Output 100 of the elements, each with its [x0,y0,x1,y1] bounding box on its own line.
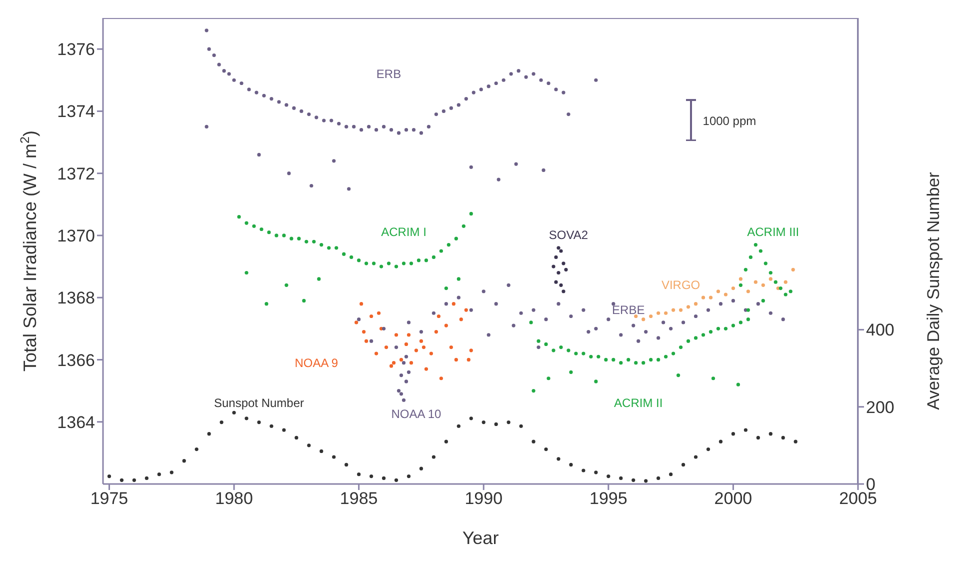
y-tick-label: 1374 [57,102,95,122]
point [586,330,590,334]
point [544,342,548,346]
point [669,472,673,476]
point [282,234,286,238]
point [731,324,736,328]
point [264,302,268,306]
point [244,416,248,420]
point [676,373,680,378]
text: NOAA 9 [294,356,338,370]
point [672,308,676,312]
point [519,424,523,428]
y-tick-label: 1368 [57,288,95,308]
point [649,314,653,318]
point [312,240,316,244]
point [758,249,762,253]
point [370,474,374,478]
point [649,358,653,362]
point [512,324,516,328]
point [257,420,261,424]
point [559,249,563,253]
point [791,268,795,272]
point [672,352,676,356]
point [532,308,536,312]
point [304,240,308,244]
point [402,398,406,402]
x-tick-label: 2000 [714,489,752,508]
point [768,277,772,281]
point [409,361,414,365]
point [694,302,698,306]
point [414,348,418,352]
y-tick-label: 1366 [57,350,95,370]
point [519,311,523,315]
point [678,308,683,312]
point [552,348,556,352]
point [317,277,321,281]
point [612,358,616,362]
y-tick-label: 1372 [57,164,95,184]
point [344,462,348,467]
point [718,302,723,306]
point [619,333,623,337]
point [370,314,374,318]
point [724,326,728,330]
point [559,346,563,350]
point [244,270,248,275]
point [506,283,510,287]
point [404,380,408,384]
point [456,296,460,300]
point [394,346,398,350]
point [360,302,364,306]
point [731,432,736,436]
point [656,476,660,480]
point [244,221,248,225]
point [454,358,458,362]
point [327,246,331,250]
point [694,314,698,318]
point [701,333,706,337]
point [738,277,742,281]
point [357,258,361,262]
series-label: NOAA 10 [391,407,442,422]
point [612,302,616,306]
point [422,346,426,350]
point [706,308,710,312]
point [469,308,473,312]
point [320,449,324,454]
point [157,472,161,476]
x-axis-title: Year [462,528,499,548]
point [731,298,736,303]
point [334,246,338,250]
point [556,246,560,250]
point [406,474,411,478]
point [394,333,398,337]
x-tick-label: 1975 [90,489,128,508]
point [424,367,428,371]
point [662,320,666,324]
point [694,336,698,340]
point [761,283,765,287]
point [452,302,456,306]
point [382,326,386,330]
point [372,262,376,266]
point [632,324,636,328]
annotation: 1000 ppm [702,114,756,128]
point [436,314,440,318]
x-tick-label: 2005 [839,489,877,508]
point [604,358,608,362]
y-tick-label: 1364 [57,412,95,432]
y2-tick-label: 400 [866,320,894,340]
point [270,424,274,428]
point [746,318,750,322]
point [536,339,540,343]
point [462,224,466,228]
point [469,212,473,216]
point [406,370,411,374]
point [382,476,386,480]
point [399,358,404,362]
point [632,478,636,482]
point [606,318,610,322]
point [569,370,573,374]
point [589,354,593,358]
series-label: ACRIM III [747,225,800,240]
